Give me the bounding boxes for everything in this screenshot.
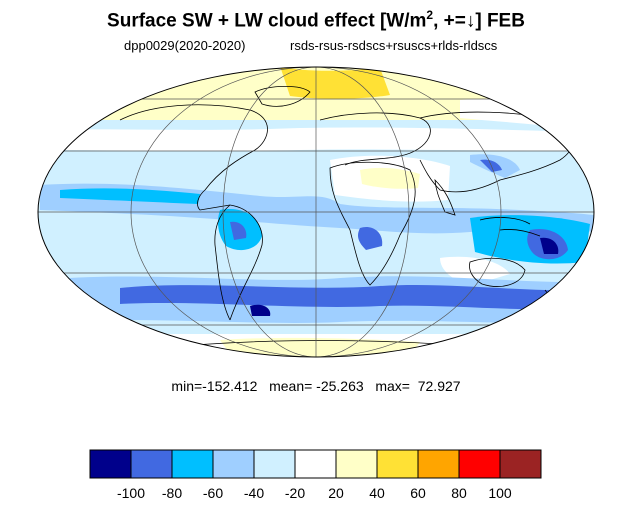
colorbar-box	[130, 449, 173, 479]
colorbar-box	[417, 449, 460, 479]
colorbar-box	[89, 449, 132, 479]
title-tail: , +=↓] FEB	[433, 10, 525, 32]
coast-north-america	[119, 104, 268, 211]
colorbar-labels: -100 -80 -60 -40 -20 20 40 60 80 100	[117, 485, 512, 501]
colorbar-box	[171, 449, 214, 479]
figure-title: Surface SW + LW cloud effect [W/m2, +=↓]…	[0, 8, 632, 32]
field-nh-white	[40, 127, 594, 151]
colorbar-label: -60	[203, 485, 223, 501]
experiment-label: dpp0029(2020-2020)	[124, 38, 246, 53]
colorbar-label: -100	[117, 485, 145, 501]
coast-greenland	[254, 85, 311, 107]
title-superscript: 2	[426, 8, 434, 22]
coast-europe	[319, 112, 431, 166]
colorbar-boxes	[89, 449, 542, 479]
title-main: Surface SW + LW cloud effect [W/m	[107, 10, 427, 32]
coast-india	[434, 178, 456, 216]
colorbar-box	[376, 449, 419, 479]
colorbar-box	[294, 449, 337, 479]
colorbar-box	[335, 449, 378, 479]
field-pacific-strong	[60, 188, 200, 204]
field-congo	[358, 226, 383, 250]
meridian-60	[222, 67, 410, 357]
colorbar-label: -80	[162, 485, 182, 501]
colorbar-label: 100	[488, 485, 512, 501]
coast-africa	[329, 161, 416, 286]
formula-label: rsds-rsus-rsdscs+rsuscs+rlds-rldscs	[290, 38, 498, 53]
colorbar-box	[458, 449, 501, 479]
coast-australia	[469, 257, 526, 287]
colorbar-box	[212, 449, 255, 479]
colorbar-box	[253, 449, 296, 479]
colorbar-label: 40	[369, 485, 385, 501]
statistics-line: min=-152.412 mean= -25.263 max= 72.927	[171, 378, 461, 394]
coast-asia	[419, 111, 574, 193]
globe-outline	[37, 66, 595, 358]
meridian-120	[130, 67, 502, 357]
coast-south-america	[229, 204, 263, 321]
field-so-max	[250, 304, 271, 316]
field-warm-pool-max	[540, 237, 559, 254]
colorbar-label: -20	[285, 485, 305, 501]
field-so-strong	[120, 285, 580, 310]
coast-south-america-west	[214, 204, 231, 321]
colorbar-label: 60	[410, 485, 426, 501]
colorbar-box	[499, 449, 542, 479]
coast-indonesia	[479, 217, 541, 237]
field-amazon-strong	[230, 221, 247, 240]
field-sahara-yellow	[360, 167, 420, 189]
colorbar-label: -40	[244, 485, 264, 501]
colorbar-label: 20	[328, 485, 344, 501]
colorbar-label: 80	[451, 485, 467, 501]
